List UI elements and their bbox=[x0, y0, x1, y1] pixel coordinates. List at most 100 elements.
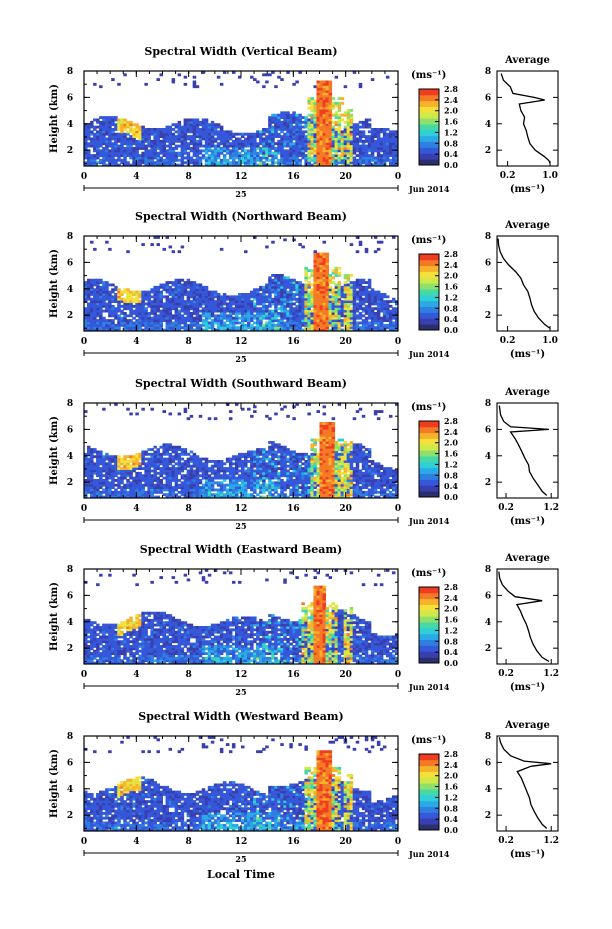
heatmap-cell bbox=[325, 262, 330, 266]
heatmap-cell bbox=[111, 467, 115, 471]
heatmap-cell bbox=[301, 293, 305, 296]
heatmap-cell bbox=[210, 144, 215, 148]
heatmap-cell bbox=[358, 283, 363, 287]
heatmap-cell bbox=[316, 130, 320, 134]
heatmap-cell bbox=[313, 321, 317, 325]
heatmap-cell bbox=[207, 295, 212, 299]
heatmap-cell bbox=[346, 297, 351, 301]
heatmap-cell bbox=[265, 135, 269, 139]
heatmap-cell bbox=[150, 288, 154, 292]
heatmap-cell bbox=[331, 290, 336, 294]
heatmap-cell bbox=[117, 156, 121, 160]
heatmap-cell bbox=[135, 490, 139, 494]
heatmap-cell bbox=[325, 297, 330, 301]
heatmap-cell bbox=[313, 118, 317, 122]
heatmap-cell bbox=[165, 471, 170, 475]
heatmap-cell bbox=[87, 293, 91, 296]
heatmap-cell bbox=[373, 161, 378, 165]
heatmap-cell bbox=[210, 464, 215, 468]
heatmap-cell bbox=[222, 297, 227, 301]
heatmap-cell bbox=[328, 128, 333, 131]
heatmap-cell bbox=[207, 302, 212, 306]
heatmap-cell bbox=[289, 137, 293, 141]
heatmap-cell bbox=[147, 319, 151, 323]
heatmap-cell bbox=[90, 326, 94, 330]
heatmap-cell bbox=[198, 467, 203, 471]
heatmap-cell bbox=[138, 314, 142, 318]
heatmap-cell bbox=[90, 483, 94, 487]
heatmap-cell bbox=[286, 130, 290, 134]
heatmap-cell bbox=[343, 120, 348, 124]
heatmap-cell bbox=[135, 290, 139, 294]
heatmap-cell bbox=[234, 328, 239, 332]
heatmap-cell bbox=[340, 154, 345, 158]
heatmap-cell bbox=[316, 111, 320, 115]
heatmap-cell bbox=[262, 290, 266, 294]
heatmap-cell bbox=[382, 307, 387, 311]
heatmap-cell bbox=[373, 319, 378, 323]
heatmap-cell bbox=[84, 495, 88, 499]
heatmap-cell bbox=[165, 158, 170, 162]
y-tick-label: 6 bbox=[67, 93, 73, 103]
heatmap-cell bbox=[114, 493, 118, 497]
heatmap-cell bbox=[231, 149, 236, 153]
heatmap-cell bbox=[156, 314, 160, 318]
heatmap-cell bbox=[385, 314, 390, 318]
heatmap-cell bbox=[319, 135, 324, 139]
heatmap-cell bbox=[183, 448, 188, 452]
heatmap-cell bbox=[180, 151, 185, 155]
heatmap-cell bbox=[280, 116, 284, 120]
heatmap-cell bbox=[195, 154, 200, 158]
heatmap-cell bbox=[244, 316, 248, 320]
heatmap-cell bbox=[316, 285, 320, 289]
heatmap-cell bbox=[325, 281, 330, 285]
heatmap-cell bbox=[123, 128, 127, 131]
heatmap-cell bbox=[301, 144, 305, 148]
heatmap-cell bbox=[90, 309, 94, 313]
heatmap-cell bbox=[295, 125, 299, 129]
heatmap-cell bbox=[174, 156, 179, 160]
heatmap-cell bbox=[334, 319, 339, 323]
heatmap-cell bbox=[204, 323, 209, 327]
heatmap-cell bbox=[222, 293, 227, 296]
heatmap-cell bbox=[250, 312, 254, 315]
heatmap-cell bbox=[364, 154, 369, 158]
heatmap-cells bbox=[84, 403, 399, 499]
heatmap-cell bbox=[84, 309, 88, 313]
heatmap-cell bbox=[373, 142, 378, 146]
heatmap-cell bbox=[141, 243, 145, 247]
heatmap-cell bbox=[207, 474, 212, 478]
heatmap-cell bbox=[234, 149, 239, 153]
heatmap-cell bbox=[328, 142, 333, 146]
heatmap-cell bbox=[256, 312, 260, 315]
heatmap-cell bbox=[117, 321, 121, 325]
heatmap-cell bbox=[346, 300, 351, 304]
heatmap-cell bbox=[189, 493, 194, 497]
heatmap-cell bbox=[210, 163, 215, 167]
heatmap-cell bbox=[114, 295, 118, 299]
heatmap-cell bbox=[271, 158, 275, 162]
heatmap-cell bbox=[376, 302, 381, 306]
heatmap-cell bbox=[355, 307, 360, 311]
heatmap-cell bbox=[250, 161, 254, 165]
heatmap-cell bbox=[219, 319, 224, 323]
heatmap-cell bbox=[322, 82, 327, 86]
heatmap-cell bbox=[171, 479, 176, 482]
heatmap-cell bbox=[135, 488, 139, 492]
heatmap-cell bbox=[331, 288, 336, 292]
heatmap-cell bbox=[180, 245, 185, 249]
heatmap-cell bbox=[316, 101, 320, 105]
heatmap-cell bbox=[316, 87, 320, 91]
heatmap-cell bbox=[346, 130, 351, 134]
heatmap-cell bbox=[247, 321, 251, 325]
heatmap-cell bbox=[90, 144, 94, 148]
heatmap-cell bbox=[322, 161, 327, 165]
heatmap-cell bbox=[256, 156, 260, 160]
heatmap-cell bbox=[141, 130, 145, 134]
heatmap-cell bbox=[325, 109, 330, 112]
heatmap-cell bbox=[210, 290, 215, 294]
heatmap-cell bbox=[177, 283, 182, 287]
heatmap-cell bbox=[174, 316, 179, 320]
heatmap-cell bbox=[153, 300, 157, 304]
